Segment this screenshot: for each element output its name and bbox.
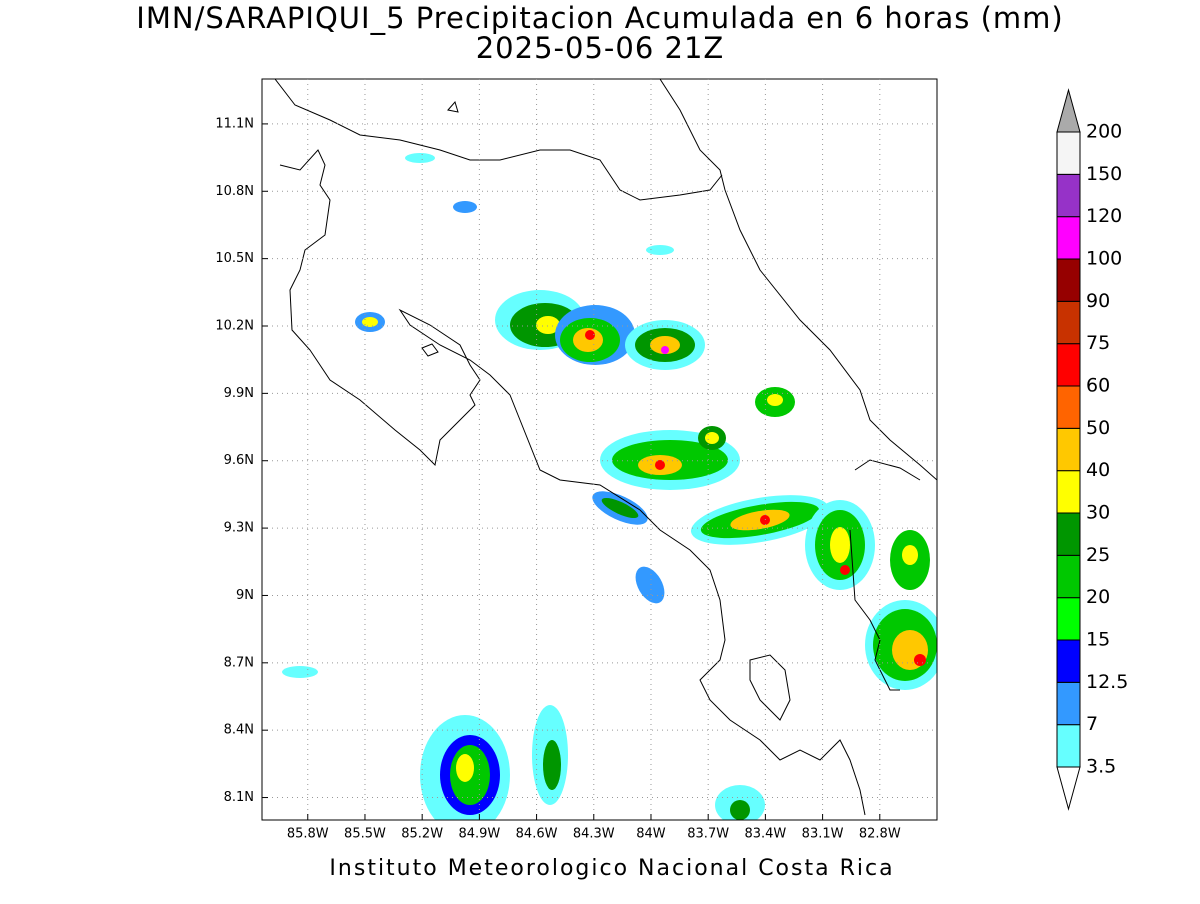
y-tick-label: 9.9N <box>224 386 254 401</box>
x-tick-label: 85.8W <box>287 827 329 842</box>
y-tick-label: 9.6N <box>224 453 254 468</box>
colorbar-box <box>1056 681 1081 726</box>
x-tick-label: 85.2W <box>401 827 443 842</box>
y-tick-label: 9.3N <box>224 521 254 536</box>
y-tick-label: 10.2N <box>215 319 254 334</box>
colorbar-box <box>1056 554 1081 599</box>
x-tick-label: 84.3W <box>573 827 615 842</box>
colorbar-box <box>1056 512 1081 556</box>
colorbar-label: 15 <box>1086 629 1110 651</box>
colorbar-label: 25 <box>1086 544 1110 566</box>
subtitle: 2025-05-06 21Z <box>476 31 725 65</box>
colorbar-label: 60 <box>1086 375 1110 397</box>
colorbar-label: 50 <box>1086 417 1110 439</box>
colorbar-box <box>1056 216 1081 260</box>
colorbar-label: 12.5 <box>1086 671 1128 693</box>
colorbar-box <box>1056 258 1081 302</box>
x-tick-label: 83.1W <box>802 827 844 842</box>
x-tick-label: 83.4W <box>744 827 786 842</box>
x-tick-label: 84.6W <box>516 827 558 842</box>
colorbar-label: 200 <box>1086 121 1122 143</box>
y-tick-label: 8.7N <box>224 655 254 670</box>
x-tick-label: 84.9W <box>458 827 500 842</box>
colorbar-label: 7 <box>1086 713 1098 735</box>
y-tick-label: 10.8N <box>215 184 254 199</box>
colorbar-label: 40 <box>1086 459 1110 481</box>
colorbar-box <box>1056 597 1081 641</box>
colorbar-over <box>1056 88 1081 133</box>
colorbar-box <box>1056 385 1081 429</box>
colorbar-label: 20 <box>1086 586 1110 608</box>
colorbar-box <box>1056 300 1081 345</box>
y-tick-label: 8.1N <box>224 790 254 805</box>
colorbar-label: 90 <box>1086 290 1110 312</box>
colorbar-box <box>1056 724 1081 768</box>
coastlines <box>274 79 937 816</box>
colorbar-box <box>1056 131 1081 175</box>
precipitation-field <box>282 153 937 820</box>
title: IMN/SARAPIQUI_5 Precipitacion Acumulada … <box>136 1 1063 35</box>
colorbar-box <box>1056 470 1081 514</box>
colorbar-label: 75 <box>1086 332 1110 354</box>
y-tick-label: 10.5N <box>215 251 254 266</box>
colorbar-box <box>1056 173 1081 218</box>
colorbar-box <box>1056 427 1081 472</box>
y-tick-label: 8.4N <box>224 723 254 738</box>
x-tick-label: 84W <box>636 827 666 842</box>
map-frame <box>261 78 938 821</box>
colorbar-box <box>1056 343 1081 387</box>
footer: Instituto Meteorologico Nacional Costa R… <box>329 856 894 881</box>
x-tick-label: 83.7W <box>687 827 729 842</box>
colorbar-label: 120 <box>1086 205 1122 227</box>
x-tick-label: 82.8W <box>859 827 901 842</box>
y-tick-label: 9N <box>236 588 254 603</box>
colorbar-label: 100 <box>1086 248 1122 270</box>
y-tick-label: 11.1N <box>215 116 254 131</box>
colorbar-under <box>1056 766 1081 811</box>
colorbar-box <box>1056 639 1081 683</box>
colorbar-label: 150 <box>1086 163 1122 185</box>
colorbar-label: 30 <box>1086 502 1110 524</box>
x-tick-label: 85.5W <box>344 827 386 842</box>
colorbar-label: 3.5 <box>1086 756 1116 778</box>
